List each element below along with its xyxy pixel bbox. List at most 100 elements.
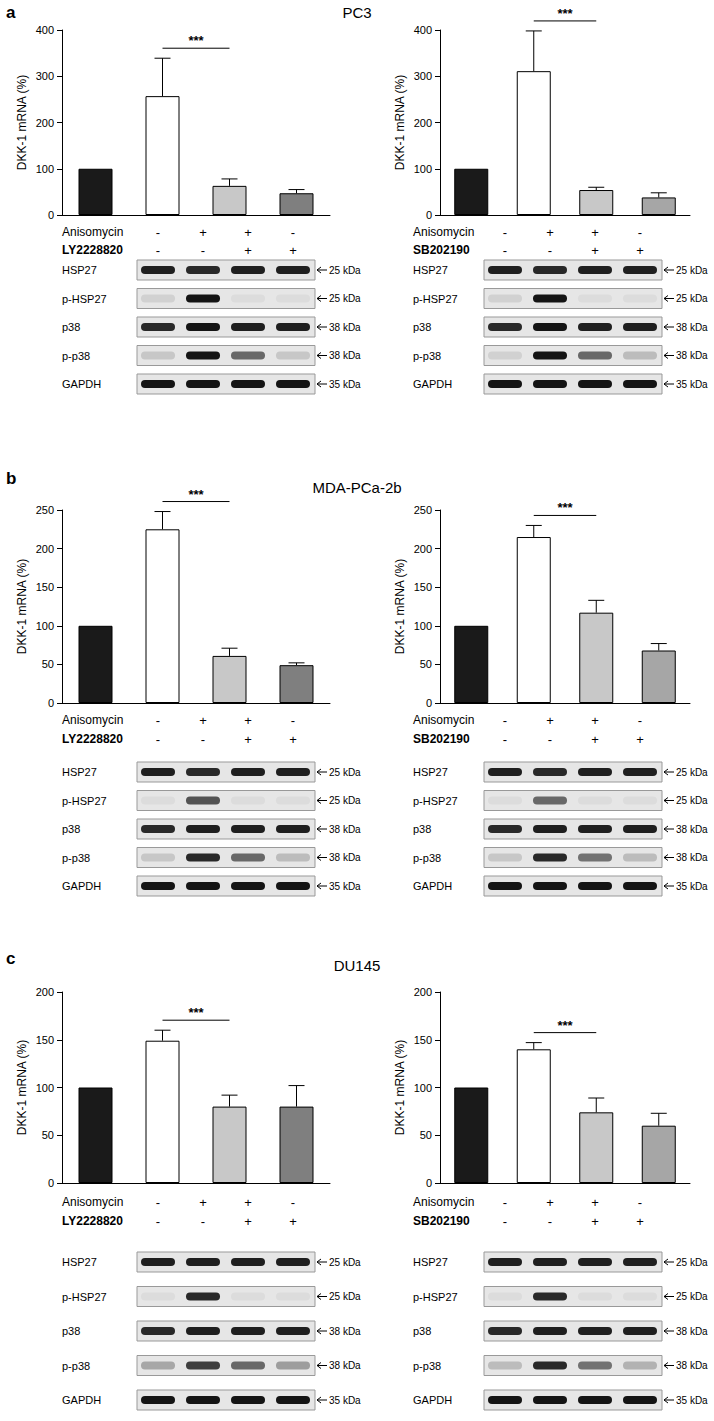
svg-text:p38: p38 bbox=[413, 823, 431, 835]
svg-text:100: 100 bbox=[36, 1082, 54, 1094]
svg-text:Anisomycin: Anisomycin bbox=[413, 713, 474, 727]
svg-text:+: + bbox=[591, 713, 599, 728]
svg-text:+: + bbox=[591, 1214, 599, 1229]
svg-text:0: 0 bbox=[48, 697, 54, 709]
svg-text:GAPDH: GAPDH bbox=[413, 880, 452, 892]
svg-text:+: + bbox=[636, 1214, 644, 1229]
svg-text:p-HSP27: p-HSP27 bbox=[62, 795, 107, 807]
svg-text:38 kDa: 38 kDa bbox=[676, 852, 708, 863]
svg-text:100: 100 bbox=[414, 620, 432, 632]
svg-text:+: + bbox=[244, 243, 252, 258]
svg-text:150: 150 bbox=[36, 1034, 54, 1046]
svg-text:250: 250 bbox=[36, 504, 54, 516]
svg-text:***: *** bbox=[188, 1005, 204, 1020]
svg-text:***: *** bbox=[557, 500, 573, 515]
svg-text:PC3: PC3 bbox=[342, 4, 371, 21]
svg-text:0: 0 bbox=[426, 697, 432, 709]
svg-text:p-p38: p-p38 bbox=[62, 350, 90, 362]
svg-text:-: - bbox=[291, 1195, 295, 1210]
svg-text:+: + bbox=[546, 225, 554, 240]
svg-text:-: - bbox=[156, 225, 160, 240]
svg-text:+: + bbox=[289, 1214, 297, 1229]
svg-text:+: + bbox=[591, 732, 599, 747]
svg-text:100: 100 bbox=[36, 163, 54, 175]
svg-text:35 kDa: 35 kDa bbox=[676, 1395, 708, 1406]
svg-text:b: b bbox=[6, 469, 16, 488]
svg-text:25 kDa: 25 kDa bbox=[676, 293, 708, 304]
svg-text:p-HSP27: p-HSP27 bbox=[62, 1291, 107, 1303]
svg-text:***: *** bbox=[188, 487, 204, 502]
svg-text:150: 150 bbox=[414, 581, 432, 593]
svg-text:150: 150 bbox=[36, 581, 54, 593]
svg-text:-: - bbox=[201, 1214, 205, 1229]
svg-text:200: 200 bbox=[414, 986, 432, 998]
svg-text:100: 100 bbox=[414, 1082, 432, 1094]
svg-text:-: - bbox=[156, 732, 160, 747]
svg-text:150: 150 bbox=[414, 1034, 432, 1046]
svg-text:+: + bbox=[244, 225, 252, 240]
svg-text:50: 50 bbox=[420, 1129, 432, 1141]
svg-text:50: 50 bbox=[42, 1129, 54, 1141]
svg-text:LY2228820: LY2228820 bbox=[62, 1214, 123, 1228]
svg-text:HSP27: HSP27 bbox=[413, 264, 448, 276]
svg-text:+: + bbox=[199, 1195, 207, 1210]
svg-text:SB202190: SB202190 bbox=[413, 243, 470, 257]
svg-text:-: - bbox=[503, 1214, 507, 1229]
svg-text:GAPDH: GAPDH bbox=[62, 378, 101, 390]
svg-text:200: 200 bbox=[36, 117, 54, 129]
svg-text:0: 0 bbox=[426, 209, 432, 221]
svg-text:DKK-1 mRNA (%): DKK-1 mRNA (%) bbox=[15, 1040, 29, 1135]
svg-text:p-HSP27: p-HSP27 bbox=[62, 293, 107, 305]
svg-text:25 kDa: 25 kDa bbox=[676, 795, 708, 806]
svg-text:250: 250 bbox=[414, 504, 432, 516]
svg-text:HSP27: HSP27 bbox=[62, 264, 97, 276]
svg-text:HSP27: HSP27 bbox=[62, 1256, 97, 1268]
svg-text:25 kDa: 25 kDa bbox=[676, 265, 708, 276]
svg-text:p-HSP27: p-HSP27 bbox=[413, 293, 458, 305]
svg-text:SB202190: SB202190 bbox=[413, 732, 470, 746]
svg-text:p-p38: p-p38 bbox=[413, 852, 441, 864]
svg-text:400: 400 bbox=[414, 24, 432, 36]
svg-text:DKK-1 mRNA (%): DKK-1 mRNA (%) bbox=[15, 559, 29, 654]
svg-text:0: 0 bbox=[48, 1177, 54, 1189]
svg-text:300: 300 bbox=[36, 70, 54, 82]
svg-text:0: 0 bbox=[48, 209, 54, 221]
svg-text:p-p38: p-p38 bbox=[62, 852, 90, 864]
svg-text:+: + bbox=[244, 713, 252, 728]
svg-text:p-p38: p-p38 bbox=[413, 350, 441, 362]
svg-text:-: - bbox=[638, 713, 642, 728]
svg-text:p38: p38 bbox=[62, 823, 80, 835]
svg-text:p-p38: p-p38 bbox=[413, 1360, 441, 1372]
svg-text:Anisomycin: Anisomycin bbox=[413, 1195, 474, 1209]
svg-text:LY2228820: LY2228820 bbox=[62, 243, 123, 257]
svg-text:-: - bbox=[548, 1214, 552, 1229]
svg-text:-: - bbox=[156, 713, 160, 728]
svg-text:-: - bbox=[201, 243, 205, 258]
svg-text:200: 200 bbox=[36, 986, 54, 998]
svg-text:+: + bbox=[636, 732, 644, 747]
svg-text:0: 0 bbox=[426, 1177, 432, 1189]
svg-text:38 kDa: 38 kDa bbox=[676, 1326, 708, 1337]
svg-text:50: 50 bbox=[42, 658, 54, 670]
svg-text:DKK-1 mRNA (%): DKK-1 mRNA (%) bbox=[393, 559, 407, 654]
svg-text:+: + bbox=[591, 225, 599, 240]
svg-text:HSP27: HSP27 bbox=[62, 766, 97, 778]
svg-text:200: 200 bbox=[414, 543, 432, 555]
svg-text:p38: p38 bbox=[62, 1325, 80, 1337]
svg-text:p38: p38 bbox=[413, 321, 431, 333]
svg-text:-: - bbox=[503, 732, 507, 747]
svg-text:25 kDa: 25 kDa bbox=[329, 293, 361, 304]
svg-text:Anisomycin: Anisomycin bbox=[413, 225, 474, 239]
svg-text:200: 200 bbox=[36, 543, 54, 555]
svg-text:35 kDa: 35 kDa bbox=[329, 379, 361, 390]
svg-text:GAPDH: GAPDH bbox=[62, 1394, 101, 1406]
svg-text:***: *** bbox=[188, 33, 204, 48]
svg-text:HSP27: HSP27 bbox=[413, 1256, 448, 1268]
svg-text:c: c bbox=[6, 949, 15, 968]
svg-text:HSP27: HSP27 bbox=[413, 766, 448, 778]
svg-text:38 kDa: 38 kDa bbox=[676, 322, 708, 333]
svg-text:25 kDa: 25 kDa bbox=[329, 1257, 361, 1268]
svg-text:-: - bbox=[503, 713, 507, 728]
svg-text:100: 100 bbox=[36, 620, 54, 632]
svg-text:+: + bbox=[289, 243, 297, 258]
